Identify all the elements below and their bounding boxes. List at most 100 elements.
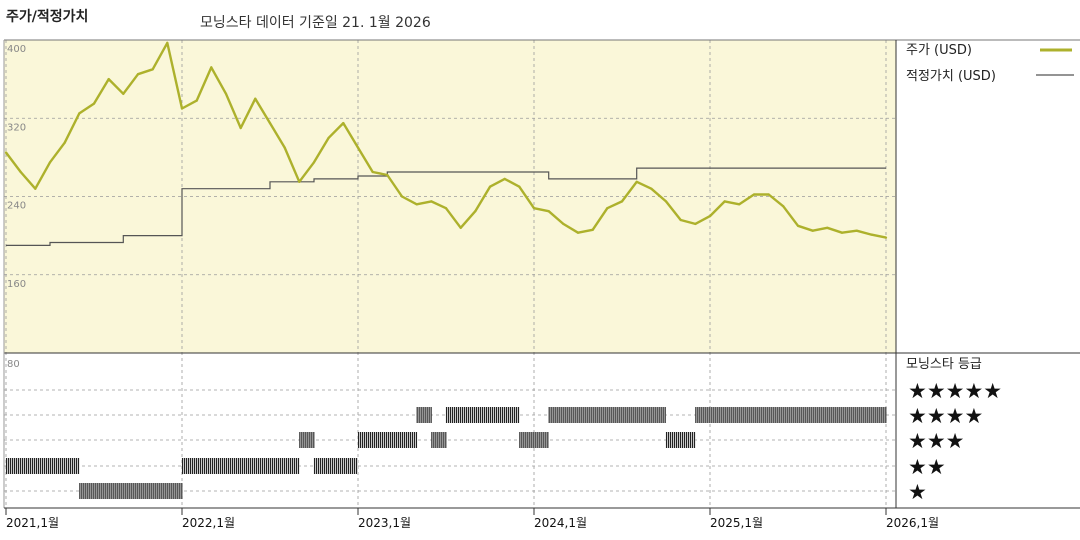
price-point (415, 203, 418, 206)
price-point (694, 222, 697, 225)
legend-price-label: 주가 (USD) (906, 43, 972, 58)
price-point (738, 203, 741, 206)
price-point (474, 210, 477, 213)
price-point (635, 180, 638, 183)
price-point (782, 205, 785, 208)
price-point (386, 173, 389, 177)
rating-stars-label: ★★ (908, 455, 946, 479)
rating-segment (357, 432, 418, 448)
price-point (371, 170, 374, 174)
rating-stars-label: ★★★ (908, 429, 964, 453)
price-point (459, 226, 462, 229)
price-point (620, 200, 624, 203)
price-point (312, 161, 316, 164)
price-point (488, 185, 492, 188)
rating-segment (519, 432, 549, 448)
price-point (4, 151, 8, 154)
price-point (136, 73, 140, 76)
price-point (503, 177, 506, 180)
price-point (591, 228, 594, 231)
price-point (855, 229, 858, 232)
price-point (679, 218, 682, 222)
rating-layer (5, 407, 887, 499)
rating-segment (5, 458, 80, 474)
rating-segment (313, 458, 358, 474)
price-point (576, 231, 580, 234)
price-point (650, 187, 653, 190)
axis-layer: 400 320 240 160 80 2021,1월 2022,1월 2023,1월 2024,… (3, 39, 1080, 530)
rating-legend-title: 모닝스타 등급 (906, 357, 982, 372)
data-date-subtitle: 모닝스타 데이터 기준일 21. 1월 2026 (200, 15, 431, 31)
price-point (195, 99, 198, 102)
line-layer (4, 41, 888, 246)
rating-segment (416, 407, 432, 423)
price-point (151, 68, 154, 71)
rating-stars-label: ★★★★★ (908, 379, 1002, 403)
price-point (708, 215, 712, 218)
x-tick-label: 2022,1월 (182, 516, 235, 530)
price-point (870, 233, 873, 236)
price-point (562, 222, 565, 225)
chart-title: 주가/적정가치 (6, 9, 89, 25)
price-point (826, 226, 829, 229)
y-tick-label: 80 (7, 359, 20, 370)
price-point (532, 207, 536, 210)
price-point (63, 141, 66, 144)
y-tick-label: 240 (7, 201, 26, 212)
price-point (283, 146, 286, 149)
price-point (34, 187, 37, 190)
x-tick-label: 2026,1월 (886, 516, 939, 530)
price-point (254, 97, 257, 100)
rating-segment (695, 407, 887, 423)
rating-stars-label: ★★★★ (908, 404, 983, 428)
price-point (210, 66, 213, 69)
x-tick-label: 2024,1월 (534, 516, 587, 530)
price-point (92, 102, 96, 105)
price-point (356, 146, 360, 149)
rating-segment (79, 483, 183, 499)
rating-segment (548, 407, 666, 423)
price-point (547, 210, 550, 213)
price-point (767, 193, 770, 196)
price-point (884, 236, 888, 239)
price-point (811, 229, 814, 232)
y-tick-label: 320 (7, 122, 26, 133)
rating-stars-label: ★ (908, 480, 927, 504)
price-point (752, 193, 756, 196)
x-tick-label: 2023,1월 (358, 516, 411, 530)
rating-segment (181, 458, 300, 474)
rating-segment (299, 432, 315, 448)
fair-value-line (6, 167, 886, 246)
price-point (166, 41, 169, 45)
price-point (180, 107, 184, 110)
price-point (430, 200, 433, 203)
price-point (298, 180, 301, 183)
price-point (840, 231, 844, 234)
price-point (400, 195, 404, 198)
y-tick-label: 400 (7, 44, 26, 55)
price-point (122, 92, 125, 95)
rating-segment (431, 432, 447, 448)
y-tick-label: 160 (7, 279, 26, 290)
legend-fair-label: 적정가치 (USD) (906, 69, 996, 84)
price-point (606, 207, 609, 210)
price-point (239, 126, 242, 130)
price-point (48, 161, 52, 164)
price-point (327, 136, 330, 139)
x-tick-label: 2025,1월 (710, 516, 763, 530)
price-point (796, 224, 800, 227)
rating-segment (445, 407, 520, 423)
price-point (107, 78, 110, 81)
price-point (268, 122, 272, 125)
price-point (224, 92, 228, 95)
x-tick-label: 2021,1월 (6, 516, 59, 530)
rating-segment (665, 432, 696, 448)
price-point (723, 200, 726, 203)
rating-segment-fill (79, 483, 182, 499)
price-point (78, 112, 81, 115)
price-point (342, 122, 345, 125)
legend: 주가 (USD) 적정가치 (USD) 모닝스타 등급 (906, 43, 1074, 372)
price-point (19, 170, 22, 174)
price-point (664, 200, 668, 203)
